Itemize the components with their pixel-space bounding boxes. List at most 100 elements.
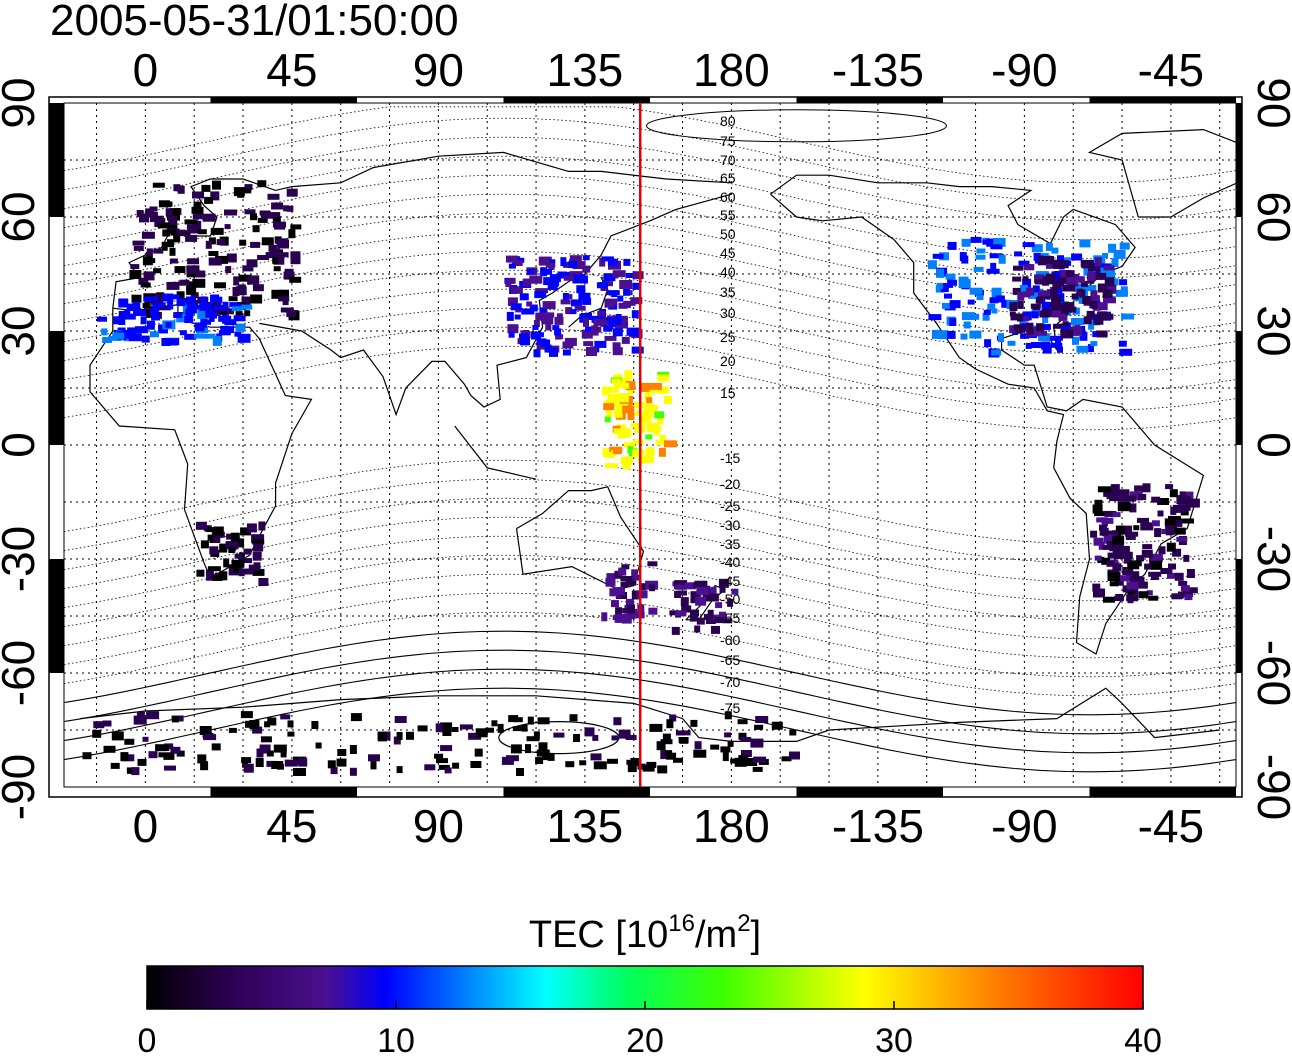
tec-pixel bbox=[724, 732, 732, 738]
longitude-labels-top: 0 45 90 135 180 -135 -90 -45 bbox=[133, 44, 1205, 96]
tec-pixel bbox=[533, 349, 541, 358]
tec-pixel bbox=[605, 387, 619, 393]
tec-pixel bbox=[417, 725, 428, 732]
tec-pixel bbox=[608, 317, 615, 327]
tec-pixel bbox=[259, 210, 271, 216]
tec-pixel bbox=[542, 301, 556, 310]
tec-pixel bbox=[1034, 274, 1045, 284]
tec-pixel bbox=[151, 314, 161, 321]
tec-pixel bbox=[208, 316, 215, 322]
tec-pixel bbox=[976, 295, 984, 301]
tec-pixel bbox=[982, 239, 993, 245]
tec-pixel bbox=[1031, 244, 1043, 253]
tec-pixel bbox=[944, 293, 952, 299]
tec-pixel bbox=[932, 253, 944, 259]
latitude-label-right: -90 bbox=[1248, 754, 1292, 820]
tec-pixel bbox=[146, 320, 155, 330]
tec-pixel bbox=[241, 296, 251, 306]
tec-pixel bbox=[1172, 504, 1186, 513]
geomagnetic-contour bbox=[64, 554, 1236, 640]
tec-pixel bbox=[1063, 270, 1075, 278]
tec-pixel bbox=[619, 280, 633, 289]
tec-pixel bbox=[562, 293, 569, 302]
frame-tick-bottom bbox=[210, 787, 357, 797]
tec-pixel bbox=[674, 584, 687, 590]
tec-pixel bbox=[113, 316, 124, 325]
tec-pixel bbox=[377, 732, 387, 742]
tec-pixel bbox=[82, 752, 92, 760]
tec-pixel bbox=[1027, 327, 1034, 335]
tec-pixel bbox=[243, 548, 252, 555]
tec-pixel bbox=[710, 586, 717, 594]
tec-pixel bbox=[1042, 276, 1056, 285]
tec-pixel bbox=[1028, 292, 1039, 299]
tec-pixel bbox=[647, 561, 658, 567]
tec-pixel bbox=[1109, 512, 1121, 518]
tec-pixel bbox=[663, 396, 672, 404]
frame-tick-top bbox=[796, 97, 943, 103]
tec-pixel bbox=[987, 303, 996, 311]
tec-pixel bbox=[280, 749, 287, 758]
tec-pixel bbox=[168, 215, 178, 225]
tec-pixel bbox=[547, 752, 555, 761]
tec-pixel bbox=[1038, 290, 1050, 297]
tec-pixel bbox=[737, 719, 748, 725]
tec-pixel bbox=[647, 424, 656, 433]
tec-pixel bbox=[286, 205, 294, 212]
tec-pixel bbox=[627, 604, 635, 614]
tec-pixel bbox=[983, 309, 991, 315]
tec-pixel bbox=[615, 607, 623, 616]
tec-pixel bbox=[1101, 557, 1111, 565]
tec-pixel bbox=[1138, 582, 1146, 588]
tec-pixel bbox=[279, 252, 289, 258]
tec-pixel bbox=[278, 296, 290, 302]
tec-pixel bbox=[194, 322, 205, 332]
tec-pixel bbox=[1053, 275, 1064, 285]
tec-pixel bbox=[960, 333, 968, 340]
tec-pixel bbox=[1072, 307, 1080, 315]
tec-pixel bbox=[290, 255, 301, 265]
geomagnetic-contour bbox=[64, 345, 1236, 431]
tec-pixel bbox=[1119, 575, 1132, 582]
tec-pixel bbox=[202, 213, 216, 222]
tec-pixel bbox=[519, 293, 529, 301]
tec-pixel bbox=[526, 736, 540, 742]
tec-pixel bbox=[604, 298, 615, 308]
tec-pixel bbox=[931, 329, 940, 339]
tec-pixel bbox=[694, 625, 701, 633]
tec-pixel bbox=[212, 575, 223, 581]
tec-pixel bbox=[257, 180, 267, 188]
colorbar-tick-label: 40 bbox=[1124, 1022, 1162, 1057]
latitude-label-right: 60 bbox=[1248, 191, 1292, 242]
tec-pixel bbox=[1060, 329, 1074, 339]
tec-pixel bbox=[280, 714, 291, 720]
tec-pixel bbox=[967, 299, 975, 305]
tec-pixel bbox=[631, 310, 639, 319]
tec-pixel bbox=[185, 234, 198, 242]
tec-pixel bbox=[584, 727, 595, 737]
tec-pixel bbox=[646, 761, 657, 768]
longitude-label-top: -45 bbox=[1138, 44, 1204, 96]
tec-pixel bbox=[271, 202, 284, 210]
tec-pixel bbox=[234, 538, 245, 548]
latitude-label-left: -90 bbox=[0, 754, 44, 820]
tec-pixel bbox=[264, 721, 271, 728]
tec-pixel bbox=[1186, 498, 1200, 508]
colorbar-tick-label: 0 bbox=[138, 1022, 157, 1057]
tec-pixel bbox=[675, 730, 685, 736]
tec-pixel bbox=[290, 251, 301, 259]
tec-pixel bbox=[169, 258, 178, 264]
tec-pixel bbox=[205, 240, 212, 249]
tec-pixel bbox=[145, 296, 159, 302]
tec-pixel bbox=[210, 227, 224, 235]
colorbar-ticks: 0 10 20 30 40 bbox=[138, 1001, 1162, 1057]
tec-pixel bbox=[565, 761, 575, 768]
tec-pixel bbox=[1169, 489, 1178, 498]
tec-pixel bbox=[549, 274, 561, 283]
tec-pixel bbox=[657, 765, 668, 774]
tec-pixel bbox=[1122, 567, 1134, 575]
tec-pixel bbox=[173, 233, 181, 243]
tec-pixel bbox=[134, 326, 148, 334]
tec-pixel bbox=[615, 322, 629, 329]
tec-pixel bbox=[166, 281, 180, 290]
